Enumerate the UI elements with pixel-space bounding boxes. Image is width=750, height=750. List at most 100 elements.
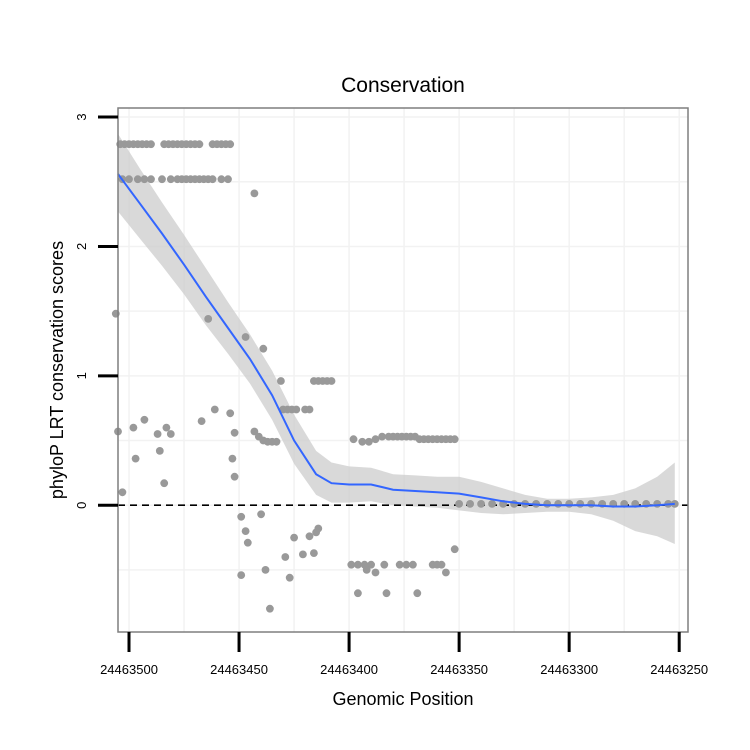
grid-lines [118,108,688,632]
data-point [153,430,162,438]
data-point [395,560,404,569]
data-point [281,553,290,561]
data-point [371,568,380,577]
data-point [155,447,164,455]
data-point [347,560,356,569]
data-point [204,315,213,323]
data-point [653,500,662,508]
data-point [305,532,314,541]
data-point [131,454,140,463]
data-point [228,454,237,463]
x-tick-label: 24463300 [540,662,598,677]
data-point [259,344,268,353]
scatter-points-layer [111,140,679,613]
data-point [272,437,281,446]
y-axis: 0 1 2 3 [74,113,118,509]
data-point [587,500,596,508]
data-point [367,560,375,569]
data-point [250,427,259,436]
data-point [413,589,422,598]
y-tick-label: 1 [74,372,89,379]
data-point [402,560,411,569]
x-axis-label: Genomic Position [332,689,473,709]
data-point [140,415,149,424]
data-point [437,560,446,569]
data-point [327,377,336,385]
x-tick-label: 24463250 [650,662,708,677]
data-point [166,430,175,438]
data-point [197,417,206,425]
chart-title: Conservation [341,74,465,97]
confidence-band-layer [118,133,675,544]
data-point [362,566,371,574]
data-point [354,560,362,569]
data-point [314,524,323,533]
data-point [133,175,142,184]
data-point [158,175,166,184]
smooth-line-layer [117,173,675,508]
data-point [241,527,250,535]
smooth-fit-line [117,173,675,508]
data-point [371,435,380,444]
data-point [261,566,270,574]
data-point [118,488,127,497]
data-point [241,333,250,341]
data-point [208,175,217,184]
data-point [576,500,585,508]
y-tick-label: 2 [74,243,89,250]
data-point [285,573,294,582]
data-point [237,512,246,521]
data-point [488,500,496,508]
data-point [466,500,474,508]
data-point [162,423,171,432]
data-point [243,538,252,547]
data-point [442,568,450,577]
x-tick-label: 24463400 [320,662,378,677]
data-point [299,550,307,559]
data-point [358,437,367,446]
data-point [195,140,204,149]
data-point [166,175,175,184]
data-point [378,432,386,441]
data-point [455,500,463,508]
data-point [409,560,417,569]
data-point [380,560,389,569]
data-point [305,405,314,414]
data-point [354,589,362,598]
x-axis: 24463500 24463450 24463400 24463350 24463300… [100,632,708,677]
y-axis-label: phyloP LRT conservation scores [47,241,67,499]
data-point [310,549,318,557]
panel-border [117,107,689,633]
data-point [450,545,459,554]
data-point [160,479,169,488]
data-point [290,533,298,542]
data-point [217,175,226,184]
data-point [140,175,149,184]
data-point [266,604,274,613]
data-point [277,377,285,385]
data-point [129,423,138,432]
data-point [450,435,459,444]
data-point [147,175,155,184]
data-point [230,472,239,481]
data-point [125,175,133,184]
data-point [565,500,574,508]
confidence-band [118,133,675,544]
data-point [349,435,358,444]
data-point [382,589,391,598]
x-tick-label: 24463500 [100,662,158,677]
data-point [147,140,155,149]
data-point [257,510,265,519]
data-point [226,409,235,418]
data-point [477,500,485,508]
data-point [224,175,232,184]
data-point [230,428,239,437]
data-point [292,405,301,414]
data-point [543,500,552,508]
data-point [365,437,373,446]
data-point [226,140,235,149]
x-tick-label: 24463350 [430,662,488,677]
data-point [250,189,259,198]
